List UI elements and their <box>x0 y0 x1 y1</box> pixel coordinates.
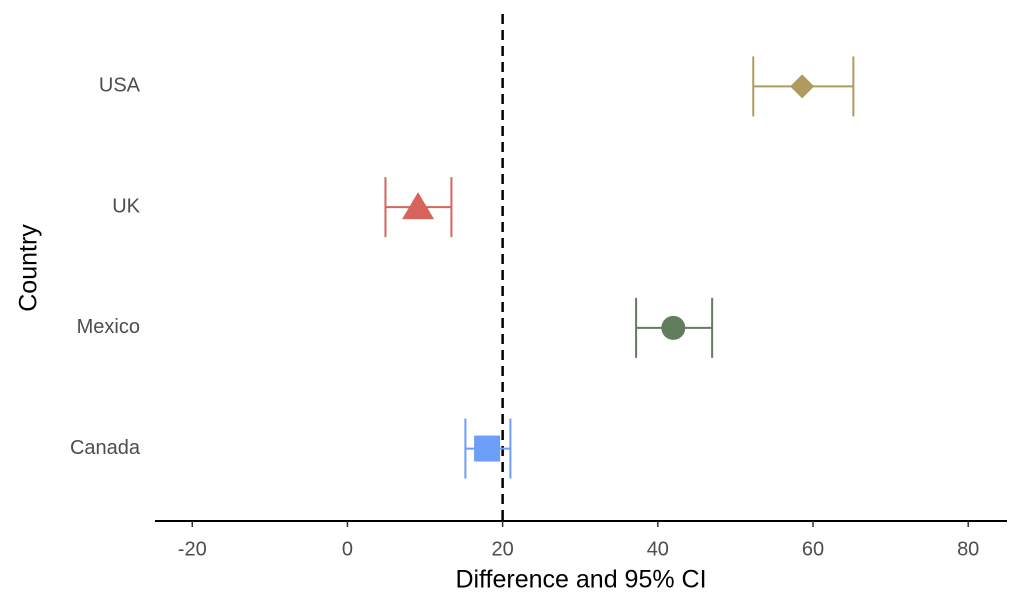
y-tick-label: USA <box>99 75 141 97</box>
point <box>474 435 501 462</box>
x-tick-label: -20 <box>178 538 207 560</box>
y-tick-label: Canada <box>70 437 141 459</box>
point <box>661 315 686 340</box>
x-axis-title: Difference and 95% CI <box>455 566 706 594</box>
y-axis-title: Country <box>15 224 43 312</box>
x-tick-label: 0 <box>342 538 353 560</box>
x-tick-label: 20 <box>492 538 514 560</box>
point <box>402 192 435 220</box>
y-tick-label: Mexico <box>77 316 140 338</box>
x-tick-label: 40 <box>647 538 669 560</box>
point <box>790 74 815 99</box>
x-tick-label: 60 <box>802 538 824 560</box>
y-tick-label: UK <box>112 195 140 217</box>
x-tick-label: 80 <box>957 538 979 560</box>
